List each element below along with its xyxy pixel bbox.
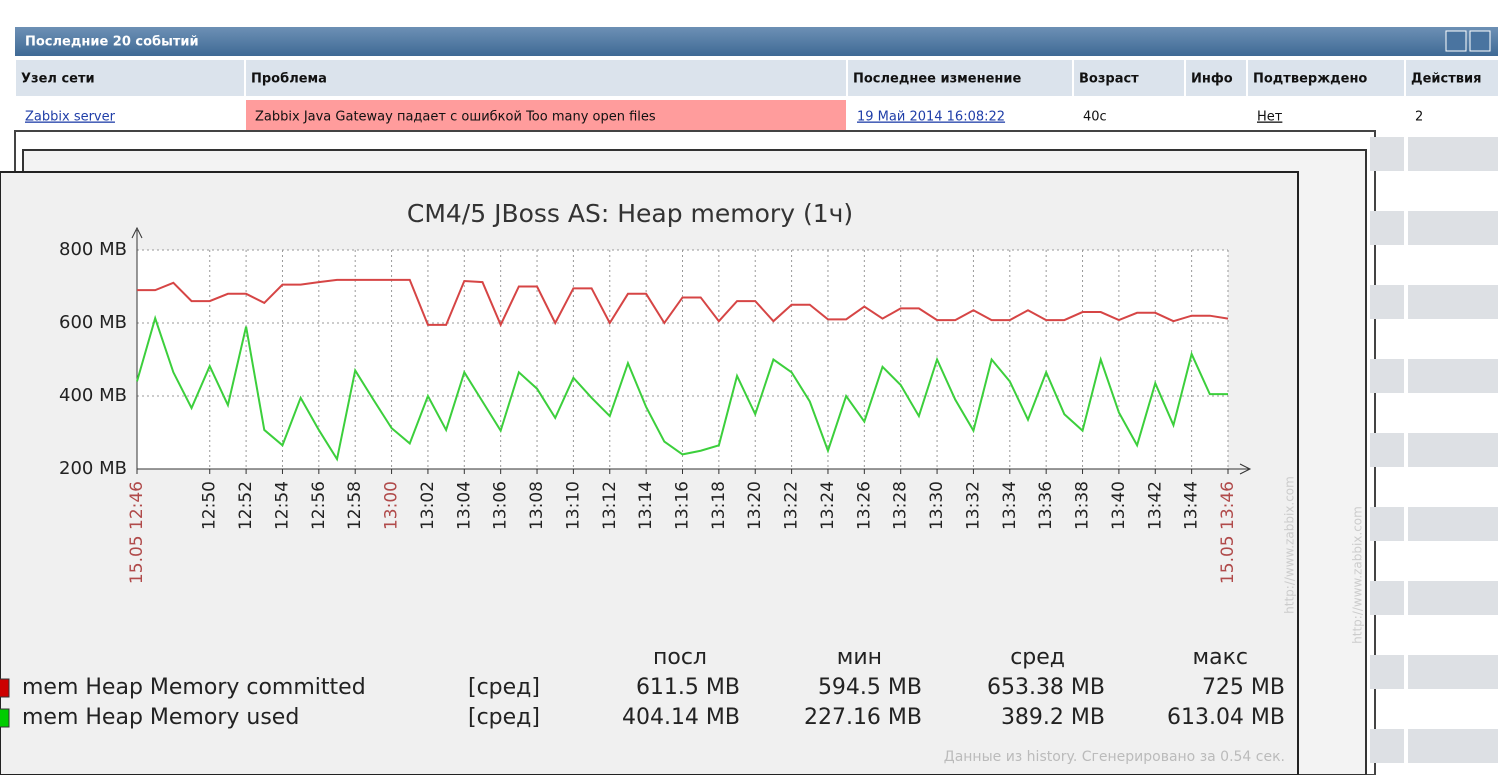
- legend-function: [сред]: [468, 675, 540, 700]
- x-tick-label: 13:14: [636, 481, 656, 530]
- x-tick-label: 12:50: [200, 481, 220, 530]
- x-tick-label: 12:58: [345, 481, 365, 530]
- x-tick-label: 12:52: [236, 481, 256, 530]
- cell-age: 40с: [1083, 110, 1107, 125]
- graph-title: CM4/5 JBoss AS: Heap memory (1ч): [407, 199, 853, 228]
- row-cell: [1370, 507, 1404, 541]
- x-tick-label: 13:08: [527, 481, 547, 530]
- legend-stat: 653.38 MB: [987, 675, 1105, 700]
- x-axis: [137, 463, 1252, 475]
- legend-stat: 227.16 MB: [804, 705, 922, 730]
- x-tick-label: 13:34: [1000, 481, 1020, 530]
- x-tick-label: 15.05 13:46: [1218, 481, 1238, 584]
- x-tick-label: 13:38: [1073, 481, 1093, 530]
- legend-stat: 594.5 MB: [818, 675, 922, 700]
- icon-button[interactable]: [1469, 30, 1491, 52]
- legend-stat: 389.2 MB: [1001, 705, 1105, 730]
- legend-stat: 611.5 MB: [636, 675, 740, 700]
- x-tick-label: 12:54: [272, 481, 292, 530]
- graph-footer: Данные из history. Сгенерировано за 0.54…: [944, 749, 1285, 765]
- legend-name: mem Heap Memory used: [22, 705, 299, 730]
- series-line: [136, 314, 1228, 462]
- y-axis: [131, 226, 143, 469]
- y-tick-label: 400 MB: [59, 385, 127, 406]
- panel-header: [15, 27, 1498, 56]
- cell-host[interactable]: Zabbix server: [25, 110, 116, 125]
- cell-actions: 2: [1415, 110, 1423, 125]
- watermark: http://www.zabbix.com: [1351, 506, 1365, 644]
- cell-problem: Zabbix Java Gateway падает с ошибкой Too…: [255, 110, 656, 125]
- x-tick-label: 13:12: [600, 481, 620, 530]
- x-tick-label: 13:04: [454, 481, 474, 530]
- x-tick-label: 13:22: [782, 481, 802, 530]
- x-tick-label: 13:06: [491, 481, 511, 530]
- panel-title: Последние 20 событий: [25, 35, 199, 50]
- legend-stat: 725 MB: [1202, 675, 1285, 700]
- x-tick-label: 13:36: [1036, 481, 1056, 530]
- x-tick-label: 13:24: [818, 481, 838, 530]
- column-header: Последнее изменение: [853, 72, 1021, 87]
- x-tick-label: 13:10: [563, 481, 583, 530]
- legend-header: посл: [653, 645, 707, 670]
- row-cell: [1408, 359, 1498, 393]
- y-tick-label: 800 MB: [59, 239, 127, 260]
- row-cell: [1370, 285, 1404, 319]
- icon-button[interactable]: [1445, 30, 1467, 52]
- row-cell: [1408, 433, 1498, 467]
- row-cell: [1408, 655, 1498, 689]
- x-tick-label: 13:42: [1145, 481, 1165, 530]
- row-cell: [1370, 137, 1404, 171]
- column-header: Узел сети: [21, 72, 95, 87]
- row-cell: [1370, 655, 1404, 689]
- row-cell: [1370, 581, 1404, 615]
- x-tick-label: 13:40: [1109, 481, 1129, 530]
- legend-header: сред: [1010, 645, 1065, 670]
- x-tick-label: 12:56: [309, 481, 329, 530]
- problem-cell: [246, 100, 846, 130]
- column-header: Инфо: [1191, 72, 1233, 87]
- table-header-row: [15, 60, 1498, 96]
- watermark: http://www.zabbix.com: [1283, 476, 1297, 614]
- row-cell: [1408, 285, 1498, 319]
- x-tick-label: 13:16: [673, 481, 693, 530]
- x-tick-label: 15.05 12:46: [127, 481, 147, 584]
- legend-stat: 404.14 MB: [622, 705, 740, 730]
- y-tick-label: 200 MB: [59, 458, 127, 479]
- legend-swatch: [0, 708, 10, 728]
- legend-header: макс: [1193, 645, 1248, 670]
- row-cell: [1408, 507, 1498, 541]
- legend-stat: 613.04 MB: [1167, 705, 1285, 730]
- row-cell: [1370, 433, 1404, 467]
- row-cell: [1408, 581, 1498, 615]
- row-cell: [1408, 137, 1498, 171]
- x-tick-label: 13:28: [891, 481, 911, 530]
- legend-swatch: [0, 678, 10, 698]
- x-tick-label: 13:18: [709, 481, 729, 530]
- row-cell: [1408, 211, 1498, 245]
- legend-header: мин: [837, 645, 882, 670]
- row-cell: [1370, 729, 1404, 763]
- series-line: [137, 278, 1229, 328]
- column-header: Проблема: [251, 72, 327, 87]
- cell-last-change[interactable]: 19 Май 2014 16:08:22: [857, 110, 1005, 125]
- x-tick-label: 13:44: [1182, 481, 1202, 530]
- column-header: Подтверждено: [1253, 72, 1367, 87]
- x-tick-label: 13:26: [854, 481, 874, 530]
- column-header: Действия: [1411, 72, 1481, 87]
- x-tick-label: 13:00: [382, 481, 402, 530]
- x-tick-label: 13:02: [418, 481, 438, 530]
- x-tick-label: 13:20: [745, 481, 765, 530]
- x-tick-label: 13:32: [963, 481, 983, 530]
- row-cell: [1408, 729, 1498, 763]
- row-cell: [1370, 211, 1404, 245]
- legend-name: mem Heap Memory committed: [22, 675, 366, 700]
- legend-function: [сред]: [468, 705, 540, 730]
- y-tick-label: 600 MB: [59, 312, 127, 333]
- row-cell: [1370, 359, 1404, 393]
- cell-acknowledged[interactable]: Нет: [1257, 110, 1283, 125]
- column-header: Возраст: [1079, 72, 1139, 87]
- x-tick-label: 13:30: [927, 481, 947, 530]
